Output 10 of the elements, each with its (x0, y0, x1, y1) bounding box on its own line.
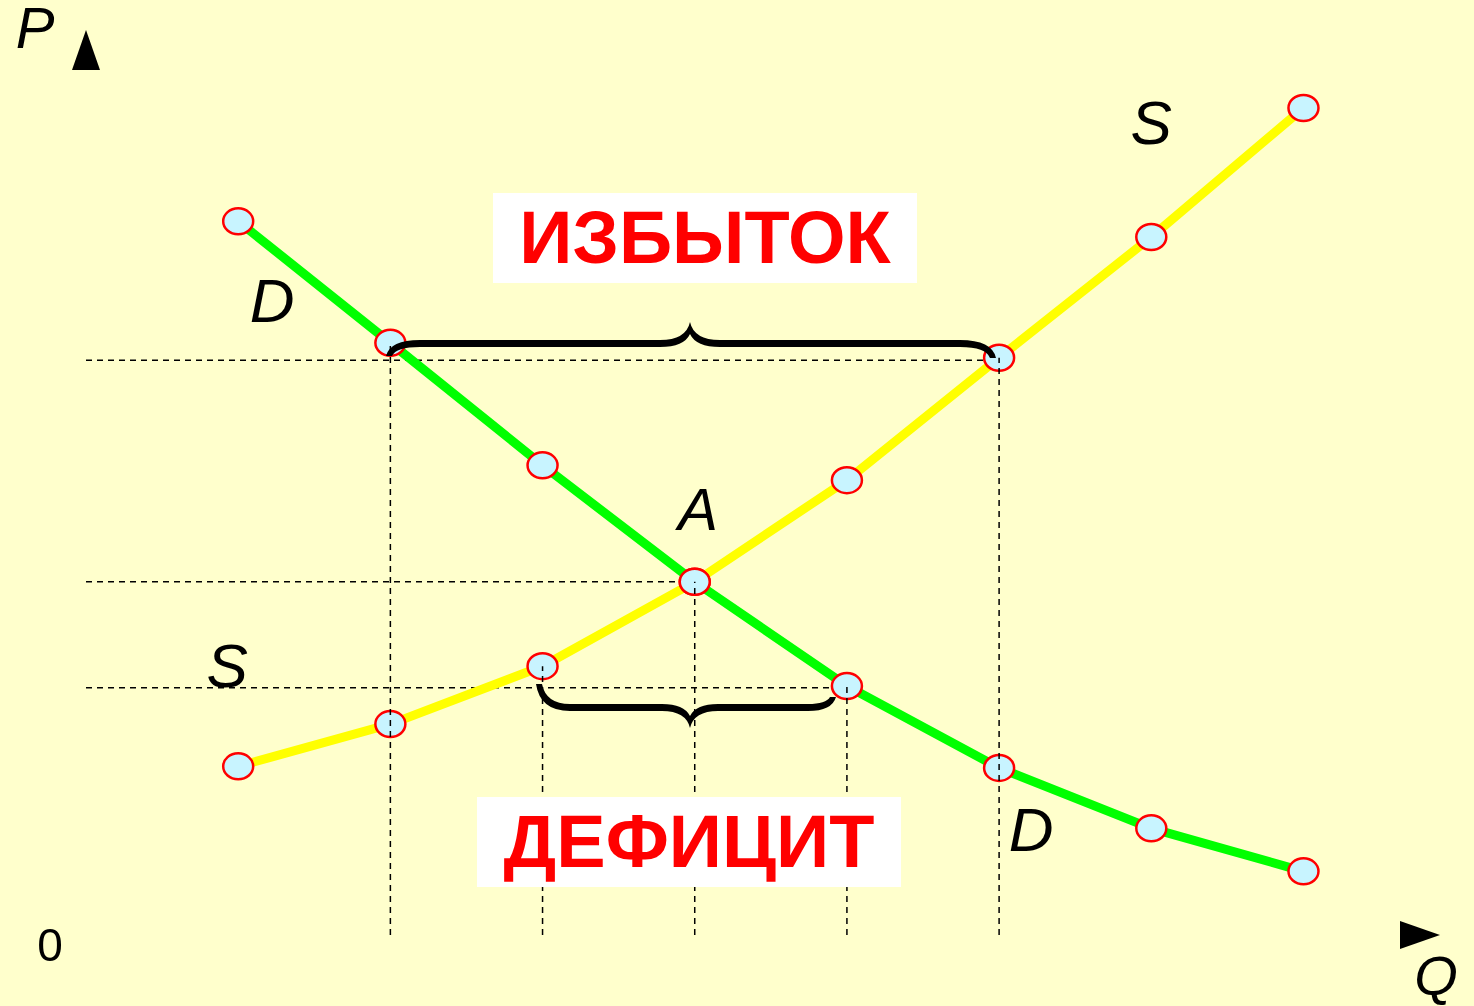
y-axis-title: P (15, 0, 55, 60)
annotation: ДЕФИЦИТ (477, 797, 901, 887)
text: 0 (36, 918, 64, 973)
series-label: S (1130, 88, 1172, 158)
annotation: A (674, 475, 719, 545)
text: S (206, 630, 248, 700)
x-axis-title: Q (1414, 944, 1458, 1006)
annotation: ИЗБЫТОК (493, 193, 917, 283)
text: D (1008, 795, 1054, 865)
series-label: D (249, 265, 295, 335)
